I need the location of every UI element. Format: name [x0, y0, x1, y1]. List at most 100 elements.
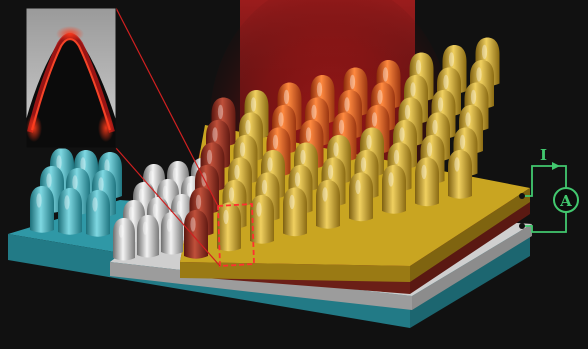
gold-pillar-highlight	[223, 209, 229, 225]
cyan-pillar-highlight	[64, 195, 70, 210]
gold-pillar-highlight	[448, 52, 455, 67]
gold-pillar-highlight	[410, 82, 416, 97]
gold-pillar-highlight	[465, 112, 471, 127]
gold-pillar-highlight	[432, 119, 438, 135]
cyan-pillar-highlight	[80, 157, 86, 172]
selection-box	[217, 203, 255, 267]
gold-pillar-highlight	[327, 164, 334, 180]
zoom-line-top	[115, 7, 219, 207]
gold-pillar-highlight	[256, 202, 262, 217]
cyan-pillar-highlight	[104, 159, 110, 174]
gold-pillar-highlight	[382, 67, 389, 82]
gold-pillar	[349, 172, 373, 222]
gold-pillar	[250, 195, 274, 244]
gold-pillar-highlight	[322, 187, 328, 202]
silver-pillar-highlight	[148, 170, 154, 184]
silver-pillar	[113, 218, 135, 261]
gold-pillar-highlight	[454, 157, 460, 172]
terminal-bottom	[519, 223, 525, 229]
gold-pillar-highlight	[190, 217, 196, 232]
gold-pillar-highlight	[437, 97, 444, 112]
gold-pillar-highlight	[278, 112, 284, 127]
cyan-pillar	[58, 188, 82, 235]
silver-pillar-highlight	[118, 224, 124, 238]
gold-pillar-highlight	[399, 127, 405, 142]
gold-pillar	[316, 180, 340, 229]
gold-pillar-highlight	[393, 149, 400, 165]
cyan-pillar-highlight	[92, 197, 98, 212]
gold-pillar-highlight	[459, 134, 466, 150]
gold-pillar	[415, 157, 439, 207]
silver-pillar-highlight	[128, 206, 134, 220]
cyan-pillar	[86, 190, 110, 237]
gold-pillar-highlight	[228, 187, 235, 202]
gold-pillar-highlight	[311, 104, 317, 120]
cyan-pillar-highlight	[72, 175, 78, 190]
cyan-pillar-highlight	[98, 177, 104, 192]
gold-pillar-highlight	[212, 127, 218, 142]
gold-pillar-highlight	[234, 164, 240, 180]
gold-pillar	[448, 150, 472, 199]
gold-pillar-highlight	[333, 142, 339, 157]
gold-pillar-highlight	[476, 67, 482, 82]
gold-pillar-highlight	[355, 179, 361, 195]
gold-pillar-highlight	[421, 164, 427, 180]
gold-pillar	[382, 165, 406, 214]
silver-pillar	[161, 212, 183, 255]
gold-pillar-highlight	[349, 74, 356, 90]
silver-pillar-highlight	[176, 200, 182, 214]
gold-pillar-highlight	[267, 157, 273, 172]
silver-pillar-highlight	[138, 188, 144, 202]
gold-pillar-highlight	[261, 179, 268, 195]
ammeter-icon	[553, 187, 579, 213]
gold-pillar-highlight	[289, 194, 295, 210]
gold-pillar-highlight	[316, 82, 323, 97]
gold-pillar-highlight	[217, 104, 224, 120]
cyan-pillar-highlight	[46, 173, 52, 188]
cyan-pillar-highlight	[56, 155, 62, 170]
gold-pillar-highlight	[283, 89, 290, 105]
silver-pillar-highlight	[166, 218, 172, 232]
cyan-pillar	[30, 186, 54, 233]
gold-pillar-highlight	[443, 74, 449, 90]
gold-pillar-highlight	[305, 127, 312, 142]
gold-pillar-highlight	[250, 97, 257, 112]
gold-pillar-highlight	[245, 119, 251, 135]
inset-field-map	[25, 7, 117, 149]
gold-pillar-highlight	[195, 194, 202, 210]
current-arrow	[552, 162, 560, 170]
gold-pillar-highlight	[206, 149, 213, 165]
gold-pillar	[283, 187, 307, 237]
gold-pillar-highlight	[388, 172, 394, 187]
bullet-array	[30, 37, 500, 261]
gold-pillar-highlight	[366, 134, 372, 150]
silver-pillar	[137, 215, 159, 258]
gold-pillar-highlight	[404, 104, 411, 120]
current-label: I	[540, 146, 547, 164]
gold-pillar	[184, 210, 208, 259]
terminal-top	[519, 193, 525, 199]
gold-pillar-highlight	[344, 97, 350, 112]
gold-pillar-highlight	[415, 59, 422, 75]
gold-pillar-highlight	[294, 172, 301, 187]
zoom-line-bottom	[115, 147, 221, 267]
gold-pillar-highlight	[338, 119, 345, 135]
ammeter-label: A	[559, 192, 572, 210]
silver-pillar-highlight	[142, 221, 148, 235]
gold-pillar-highlight	[470, 89, 477, 105]
gold-pillar-highlight	[377, 89, 383, 105]
gold-pillar-highlight	[426, 142, 433, 157]
cyan-pillar-highlight	[36, 193, 42, 208]
gold-pillar-highlight	[481, 44, 488, 60]
gold-pillar-highlight	[360, 157, 367, 172]
silver-pillar-highlight	[172, 167, 178, 181]
gold-pillar	[217, 202, 241, 252]
gold-pillar-highlight	[371, 112, 378, 127]
silver-pillar-highlight	[186, 182, 192, 196]
circuit: I A	[519, 146, 579, 233]
gold-pillar-highlight	[300, 149, 306, 165]
gold-pillar-highlight	[272, 134, 279, 150]
silver-pillar-highlight	[152, 203, 158, 217]
